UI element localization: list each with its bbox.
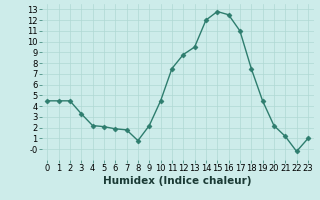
X-axis label: Humidex (Indice chaleur): Humidex (Indice chaleur) — [103, 176, 252, 186]
